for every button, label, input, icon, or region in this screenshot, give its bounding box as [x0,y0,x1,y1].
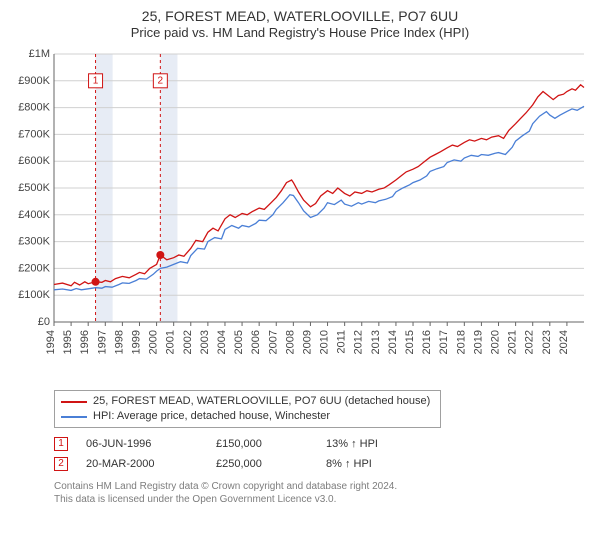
svg-text:2011: 2011 [336,330,348,354]
svg-text:2006: 2006 [250,330,262,354]
svg-text:1996: 1996 [79,330,91,354]
svg-text:1999: 1999 [130,330,142,354]
svg-text:2013: 2013 [370,330,382,354]
event-marker-icon: 2 [54,457,68,471]
svg-text:£0: £0 [38,316,50,328]
svg-text:£100K: £100K [18,289,50,301]
line-chart: £0 £100K £200K £300K £400K £500K £600K £700K £80… [10,44,590,384]
svg-text:£300K: £300K [18,236,50,248]
svg-text:2024: 2024 [558,330,570,354]
chart-container: 25, FOREST MEAD, WATERLOOVILLE, PO7 6UU … [0,0,600,514]
legend-label: HPI: Average price, detached house, Winc… [93,409,330,424]
svg-text:1994: 1994 [45,330,57,354]
svg-text:2000: 2000 [148,330,160,354]
event-pct: 13% ↑ HPI [326,434,416,454]
svg-text:£1M: £1M [29,48,50,60]
svg-text:1997: 1997 [96,330,108,354]
svg-text:2014: 2014 [387,330,399,354]
svg-text:£400K: £400K [18,209,50,221]
event-price: £250,000 [216,454,326,474]
svg-text:2015: 2015 [404,330,416,354]
svg-text:1: 1 [93,75,99,86]
svg-text:2002: 2002 [182,330,194,354]
legend-item: HPI: Average price, detached house, Winc… [61,409,430,424]
svg-text:2023: 2023 [541,330,553,354]
svg-text:£500K: £500K [18,182,50,194]
footer-line1: Contains HM Land Registry data © Crown c… [54,480,590,493]
chart-title-line2: Price paid vs. HM Land Registry's House … [10,25,590,40]
svg-text:2010: 2010 [319,330,331,354]
legend-label: 25, FOREST MEAD, WATERLOOVILLE, PO7 6UU … [93,394,430,409]
svg-text:£700K: £700K [18,128,50,140]
chart-area: £0 £100K £200K £300K £400K £500K £600K £700K £80… [10,44,590,384]
svg-text:2020: 2020 [490,330,502,354]
event-pct: 8% ↑ HPI [326,454,416,474]
legend-swatch-icon [61,416,87,418]
svg-text:2019: 2019 [472,330,484,354]
footer-line2: This data is licensed under the Open Gov… [54,493,590,506]
event-date: 20-MAR-2000 [86,454,216,474]
events-table: 1 06-JUN-1996 £150,000 13% ↑ HPI 2 20-MA… [54,434,590,474]
svg-text:£900K: £900K [18,75,50,87]
legend: 25, FOREST MEAD, WATERLOOVILLE, PO7 6UU … [54,390,441,428]
footer: Contains HM Land Registry data © Crown c… [54,480,590,506]
svg-text:£800K: £800K [18,102,50,114]
svg-text:2022: 2022 [524,330,536,354]
svg-text:2005: 2005 [233,330,245,354]
svg-text:1995: 1995 [62,330,74,354]
svg-text:2021: 2021 [507,330,519,354]
event-date: 06-JUN-1996 [86,434,216,454]
legend-item: 25, FOREST MEAD, WATERLOOVILLE, PO7 6UU … [61,394,430,409]
event-row: 1 06-JUN-1996 £150,000 13% ↑ HPI [54,434,590,454]
svg-text:2003: 2003 [199,330,211,354]
svg-text:2008: 2008 [284,330,296,354]
svg-text:£200K: £200K [18,262,50,274]
svg-text:2007: 2007 [267,330,279,354]
chart-title-line1: 25, FOREST MEAD, WATERLOOVILLE, PO7 6UU [10,8,590,24]
svg-text:2009: 2009 [301,330,313,354]
svg-text:2001: 2001 [165,330,177,354]
svg-text:2004: 2004 [216,330,228,354]
svg-text:£600K: £600K [18,155,50,167]
event-marker-icon: 1 [54,437,68,451]
svg-text:2: 2 [158,75,164,86]
svg-text:2017: 2017 [438,330,450,354]
legend-swatch-icon [61,401,87,403]
event-price: £150,000 [216,434,326,454]
price_paid_line [54,85,584,286]
svg-text:2012: 2012 [353,330,365,354]
svg-text:1998: 1998 [113,330,125,354]
svg-text:2018: 2018 [455,330,467,354]
event-row: 2 20-MAR-2000 £250,000 8% ↑ HPI [54,454,590,474]
svg-text:2016: 2016 [421,330,433,354]
